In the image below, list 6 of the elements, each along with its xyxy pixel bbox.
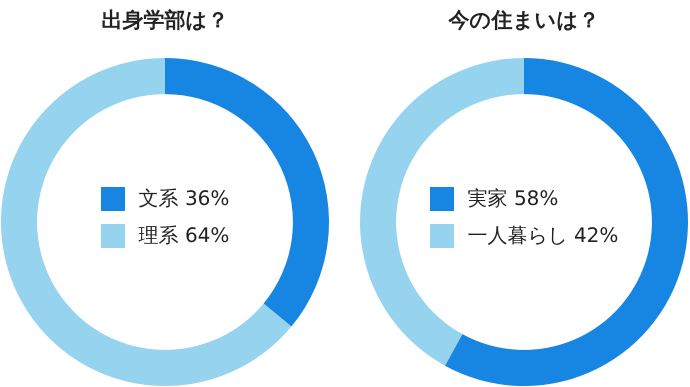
legend-label: 実家 58%	[468, 185, 558, 212]
legend-label: 理系 64%	[138, 222, 230, 249]
chart-title: 今の住まいは？	[447, 7, 600, 34]
chart-title: 出身学部は？	[100, 7, 230, 34]
legend-label: 文系 36%	[138, 185, 230, 212]
legend-label: 一人暮らし 42%	[468, 222, 618, 249]
